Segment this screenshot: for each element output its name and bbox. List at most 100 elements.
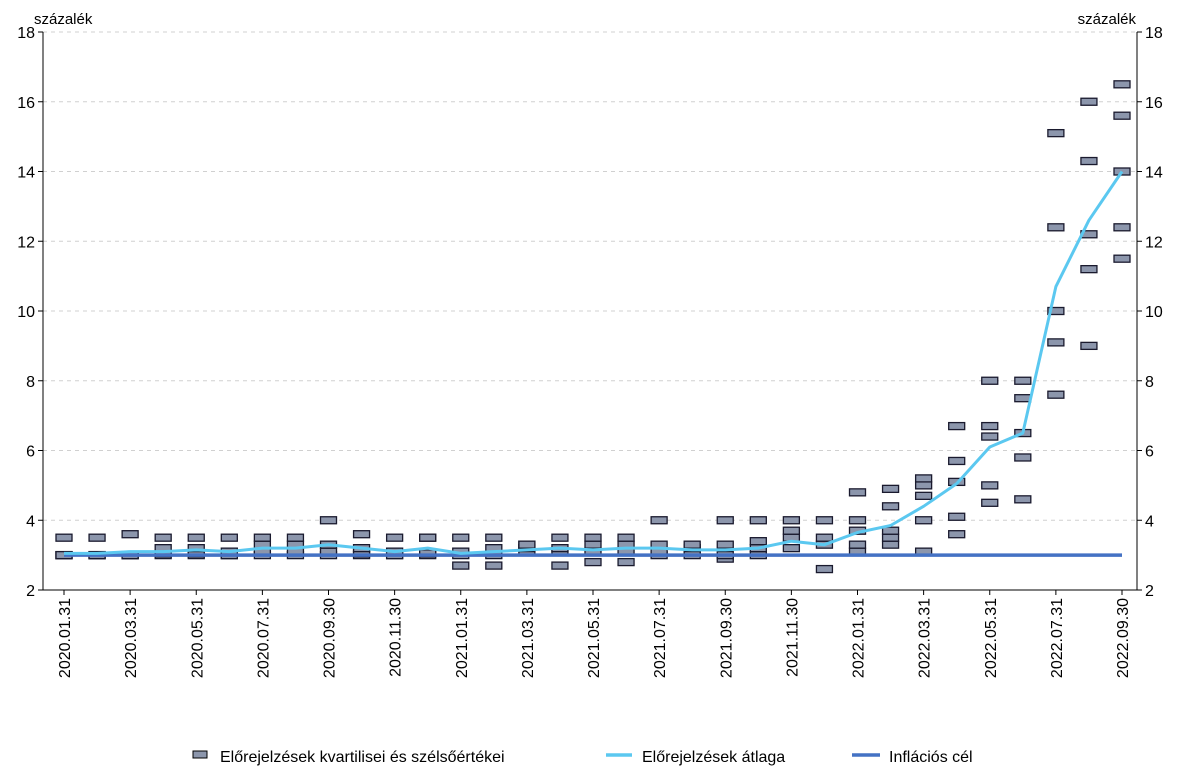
y-tick-label-right: 8 xyxy=(1145,374,1154,391)
forecast-marker xyxy=(881,526,900,535)
forecast-marker xyxy=(914,491,933,500)
y-tick-label-left: 6 xyxy=(26,444,35,461)
forecast-marker xyxy=(352,530,371,539)
y-tick-label-left: 2 xyxy=(26,583,35,600)
forecast-marker xyxy=(55,533,73,542)
legend-marker-swatch xyxy=(192,750,208,759)
y-tick-label-right: 16 xyxy=(1145,95,1163,112)
y-tick-label-left: 10 xyxy=(17,304,35,321)
forecast-marker xyxy=(716,540,734,549)
x-tick-label: 2021.09.30 xyxy=(718,598,735,678)
y-tick-label-left: 16 xyxy=(17,95,35,112)
forecast-marker xyxy=(716,516,734,525)
forecast-marker xyxy=(815,516,834,525)
forecast-marker xyxy=(1080,97,1098,106)
y-tick-label-left: 18 xyxy=(17,25,35,42)
forecast-marker xyxy=(914,516,933,525)
forecast-marker xyxy=(650,516,668,525)
forecast-marker xyxy=(683,540,701,549)
forecast-marker xyxy=(914,474,933,483)
series xyxy=(55,80,1131,574)
forecast-marker xyxy=(749,516,767,525)
forecast-marker xyxy=(782,526,801,535)
legend-label-average: Előrejelzések átlaga xyxy=(642,749,785,766)
forecast-marker xyxy=(981,432,999,441)
forecast-marker xyxy=(1047,338,1065,347)
y-tick-label-right: 10 xyxy=(1145,304,1163,321)
legend-item-target: Inflációs cél xyxy=(852,749,973,766)
x-tick-label: 2020.01.31 xyxy=(57,598,74,678)
forecast-marker xyxy=(551,561,569,570)
axes: 2 2 4 4 6 6 8 8 10 10 12 12 14 14 16 16 18 18 2020.01.31 20… xyxy=(17,25,1163,678)
forecast-marker xyxy=(485,561,503,570)
forecast-marker xyxy=(1113,223,1131,232)
gridlines xyxy=(43,31,1137,521)
x-tick-label: 2022.09.30 xyxy=(1115,598,1132,678)
x-tick-label: 2022.03.31 xyxy=(917,598,934,678)
legend-label-target: Inflációs cél xyxy=(889,749,973,766)
left-unit-label: százalék xyxy=(34,11,93,28)
y-tick-label-left: 14 xyxy=(17,165,35,182)
x-tick-label: 2021.05.31 xyxy=(586,598,603,678)
y-tick-label-left: 8 xyxy=(26,374,35,391)
forecast-marker xyxy=(1080,341,1098,351)
forecast-marker xyxy=(1014,453,1032,462)
forecast-marker xyxy=(981,481,999,490)
forecast-marker xyxy=(220,533,238,542)
forecast-marker xyxy=(187,533,205,542)
forecast-marker xyxy=(1014,394,1032,403)
forecast-marker xyxy=(617,557,635,567)
forecast-marker xyxy=(286,533,305,542)
forecast-marker xyxy=(948,530,966,539)
forecast-marker xyxy=(584,533,602,542)
x-tick-label: 2020.05.31 xyxy=(189,598,206,678)
y-tick-label-right: 6 xyxy=(1145,444,1154,461)
forecast-marker xyxy=(948,456,966,466)
x-tick-label: 2021.07.31 xyxy=(652,598,669,678)
y-tick-label-right: 4 xyxy=(1145,513,1154,530)
x-tick-label: 2022.01.31 xyxy=(851,598,868,678)
y-tick-label-right: 18 xyxy=(1145,25,1163,42)
forecast-marker xyxy=(881,502,900,511)
forecast-marker xyxy=(948,512,966,521)
forecast-marker xyxy=(848,488,867,497)
forecast-marker xyxy=(1047,390,1065,399)
forecast-marker xyxy=(782,516,801,525)
forecast-marker xyxy=(154,533,172,542)
forecast-marker xyxy=(584,557,602,567)
y-tick-label-right: 12 xyxy=(1145,234,1163,251)
y-tick-label-left: 4 xyxy=(26,513,35,530)
forecast-marker xyxy=(121,530,139,539)
forecast-marker xyxy=(881,533,900,542)
forecast-marker xyxy=(1047,128,1065,138)
forecast-marker xyxy=(1080,264,1098,274)
forecast-marker xyxy=(782,544,801,553)
forecast-marker xyxy=(848,540,867,549)
forecast-marker xyxy=(914,481,933,490)
x-tick-label: 2020.09.30 xyxy=(322,598,339,678)
legend-item-average: Előrejelzések átlaga xyxy=(606,749,785,766)
forecast-marker xyxy=(187,544,205,553)
forecast-marker xyxy=(319,516,338,525)
forecast-marker xyxy=(1047,223,1065,232)
forecast-marker xyxy=(1047,306,1065,316)
forecast-marker xyxy=(749,537,767,546)
forecast-marker xyxy=(1014,495,1032,504)
forecast-marker xyxy=(815,533,834,542)
forecast-marker xyxy=(848,516,867,525)
forecast-marker xyxy=(948,421,966,431)
forecast-marker xyxy=(518,540,536,549)
forecast-marker xyxy=(981,498,999,507)
x-tick-label: 2022.05.31 xyxy=(983,598,1000,678)
x-tick-label: 2021.11.30 xyxy=(784,598,801,677)
x-tick-label: 2021.01.31 xyxy=(454,598,471,678)
forecast-marker xyxy=(1080,156,1098,166)
forecast-marker xyxy=(1113,111,1131,120)
forecast-marker xyxy=(981,421,999,431)
x-tick-label: 2020.03.31 xyxy=(123,598,140,678)
x-tick-label: 2022.07.31 xyxy=(1049,598,1066,678)
forecast-average-line xyxy=(64,170,1124,555)
forecast-marker xyxy=(1014,376,1032,385)
forecast-marker xyxy=(881,484,900,494)
